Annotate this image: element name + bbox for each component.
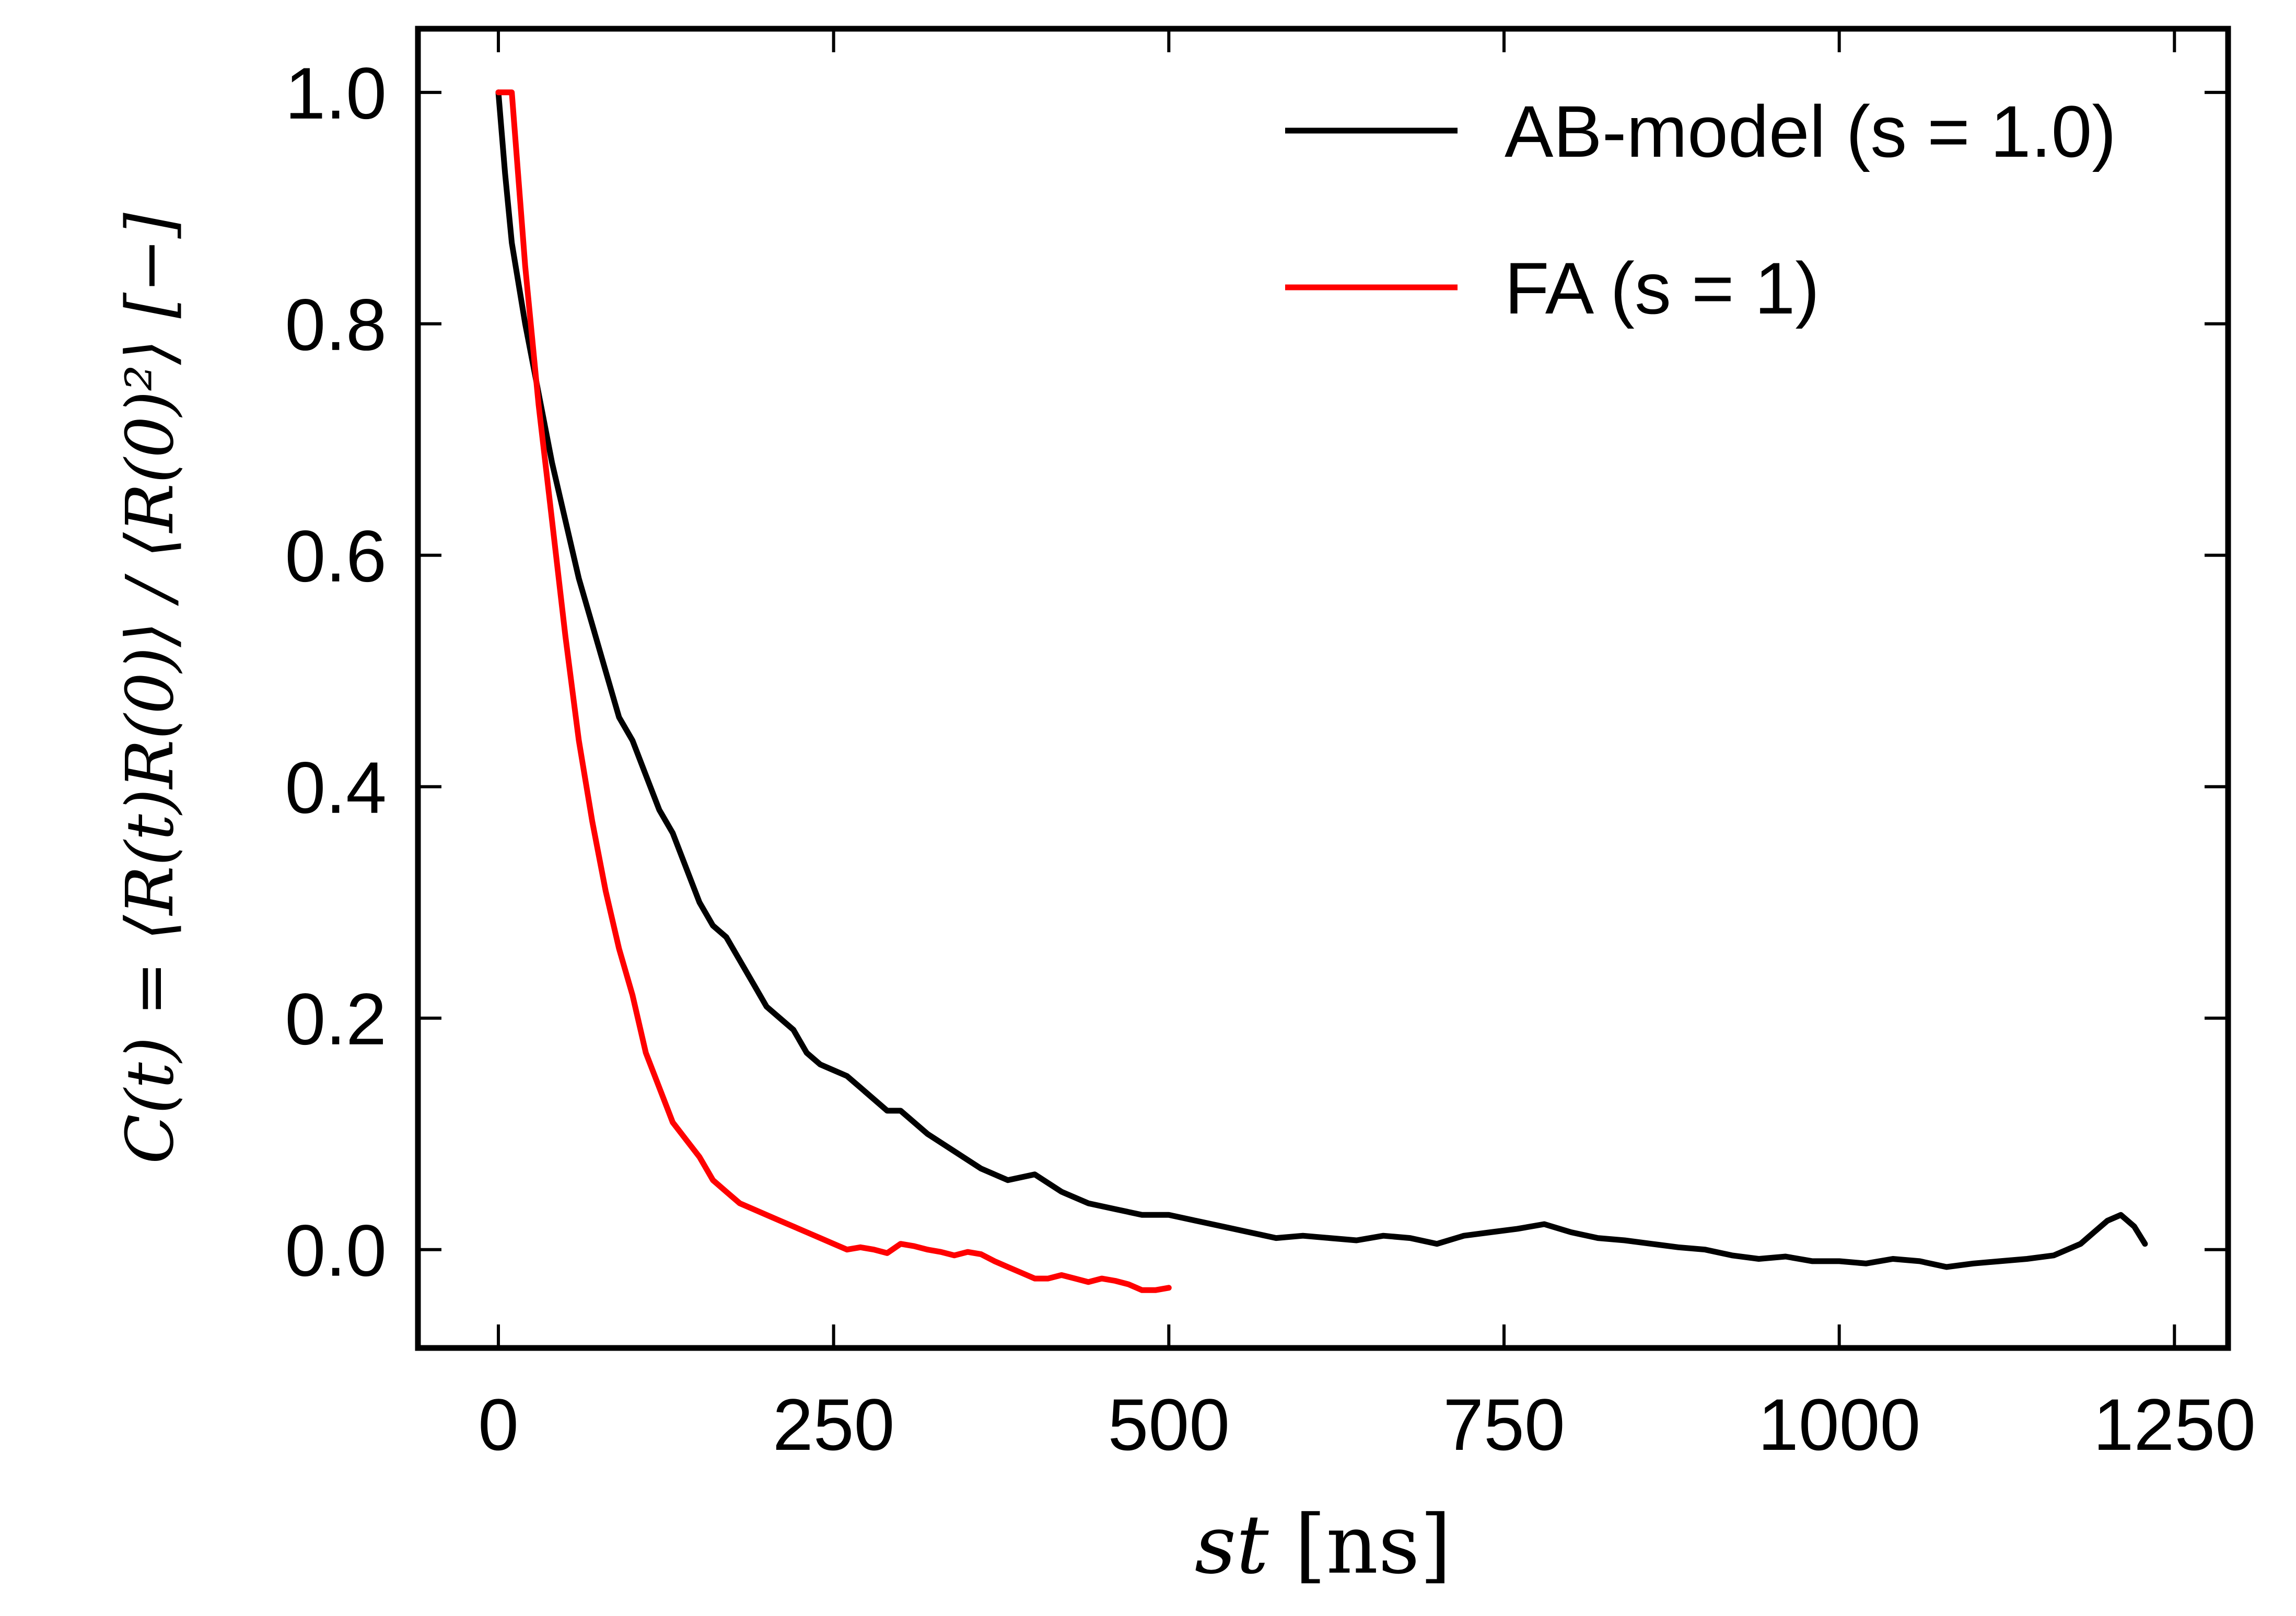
y-tick-label: 0.6: [285, 515, 387, 597]
legend: AB-model (s = 1.0) FA (s = 1): [1285, 90, 2116, 329]
x-tick-label: 250: [773, 1384, 895, 1466]
legend-label-2: FA (s = 1): [1505, 247, 1820, 329]
y-tick-label: 1.0: [285, 52, 387, 134]
x-tick-label: 500: [1108, 1384, 1230, 1466]
x-tick-label: 1000: [1758, 1384, 1920, 1466]
series-line-1: [495, 89, 2148, 1270]
x-tick-label: 1250: [2093, 1384, 2256, 1466]
axis-ticks: [418, 29, 2228, 1348]
series-line-2: [495, 89, 1172, 1293]
x-tick-label: 750: [1443, 1384, 1565, 1466]
series-layer: [495, 89, 2148, 1293]
y-tick-label: 0.2: [285, 978, 387, 1060]
plot-border: [415, 26, 2231, 1351]
y-axis-label: C(t) = ⟨R(t)R(0)⟩ / ⟨R(0)²⟩ [−]: [112, 213, 188, 1164]
legend-label-1: AB-model (s = 1.0): [1505, 90, 2116, 172]
x-tick-label: 0: [478, 1384, 519, 1466]
y-tick-label: 0.0: [285, 1210, 387, 1292]
axis-labels: 0 250 500 750 1000 1250 0.0 0.2 0.4 0.6 0.8 1.0 st […: [112, 52, 2256, 1592]
plot-frame: [415, 26, 2231, 1351]
y-tick-label: 0.8: [285, 284, 387, 366]
x-axis-label: st [ns]: [1195, 1497, 1451, 1592]
y-tick-label: 0.4: [285, 747, 387, 829]
